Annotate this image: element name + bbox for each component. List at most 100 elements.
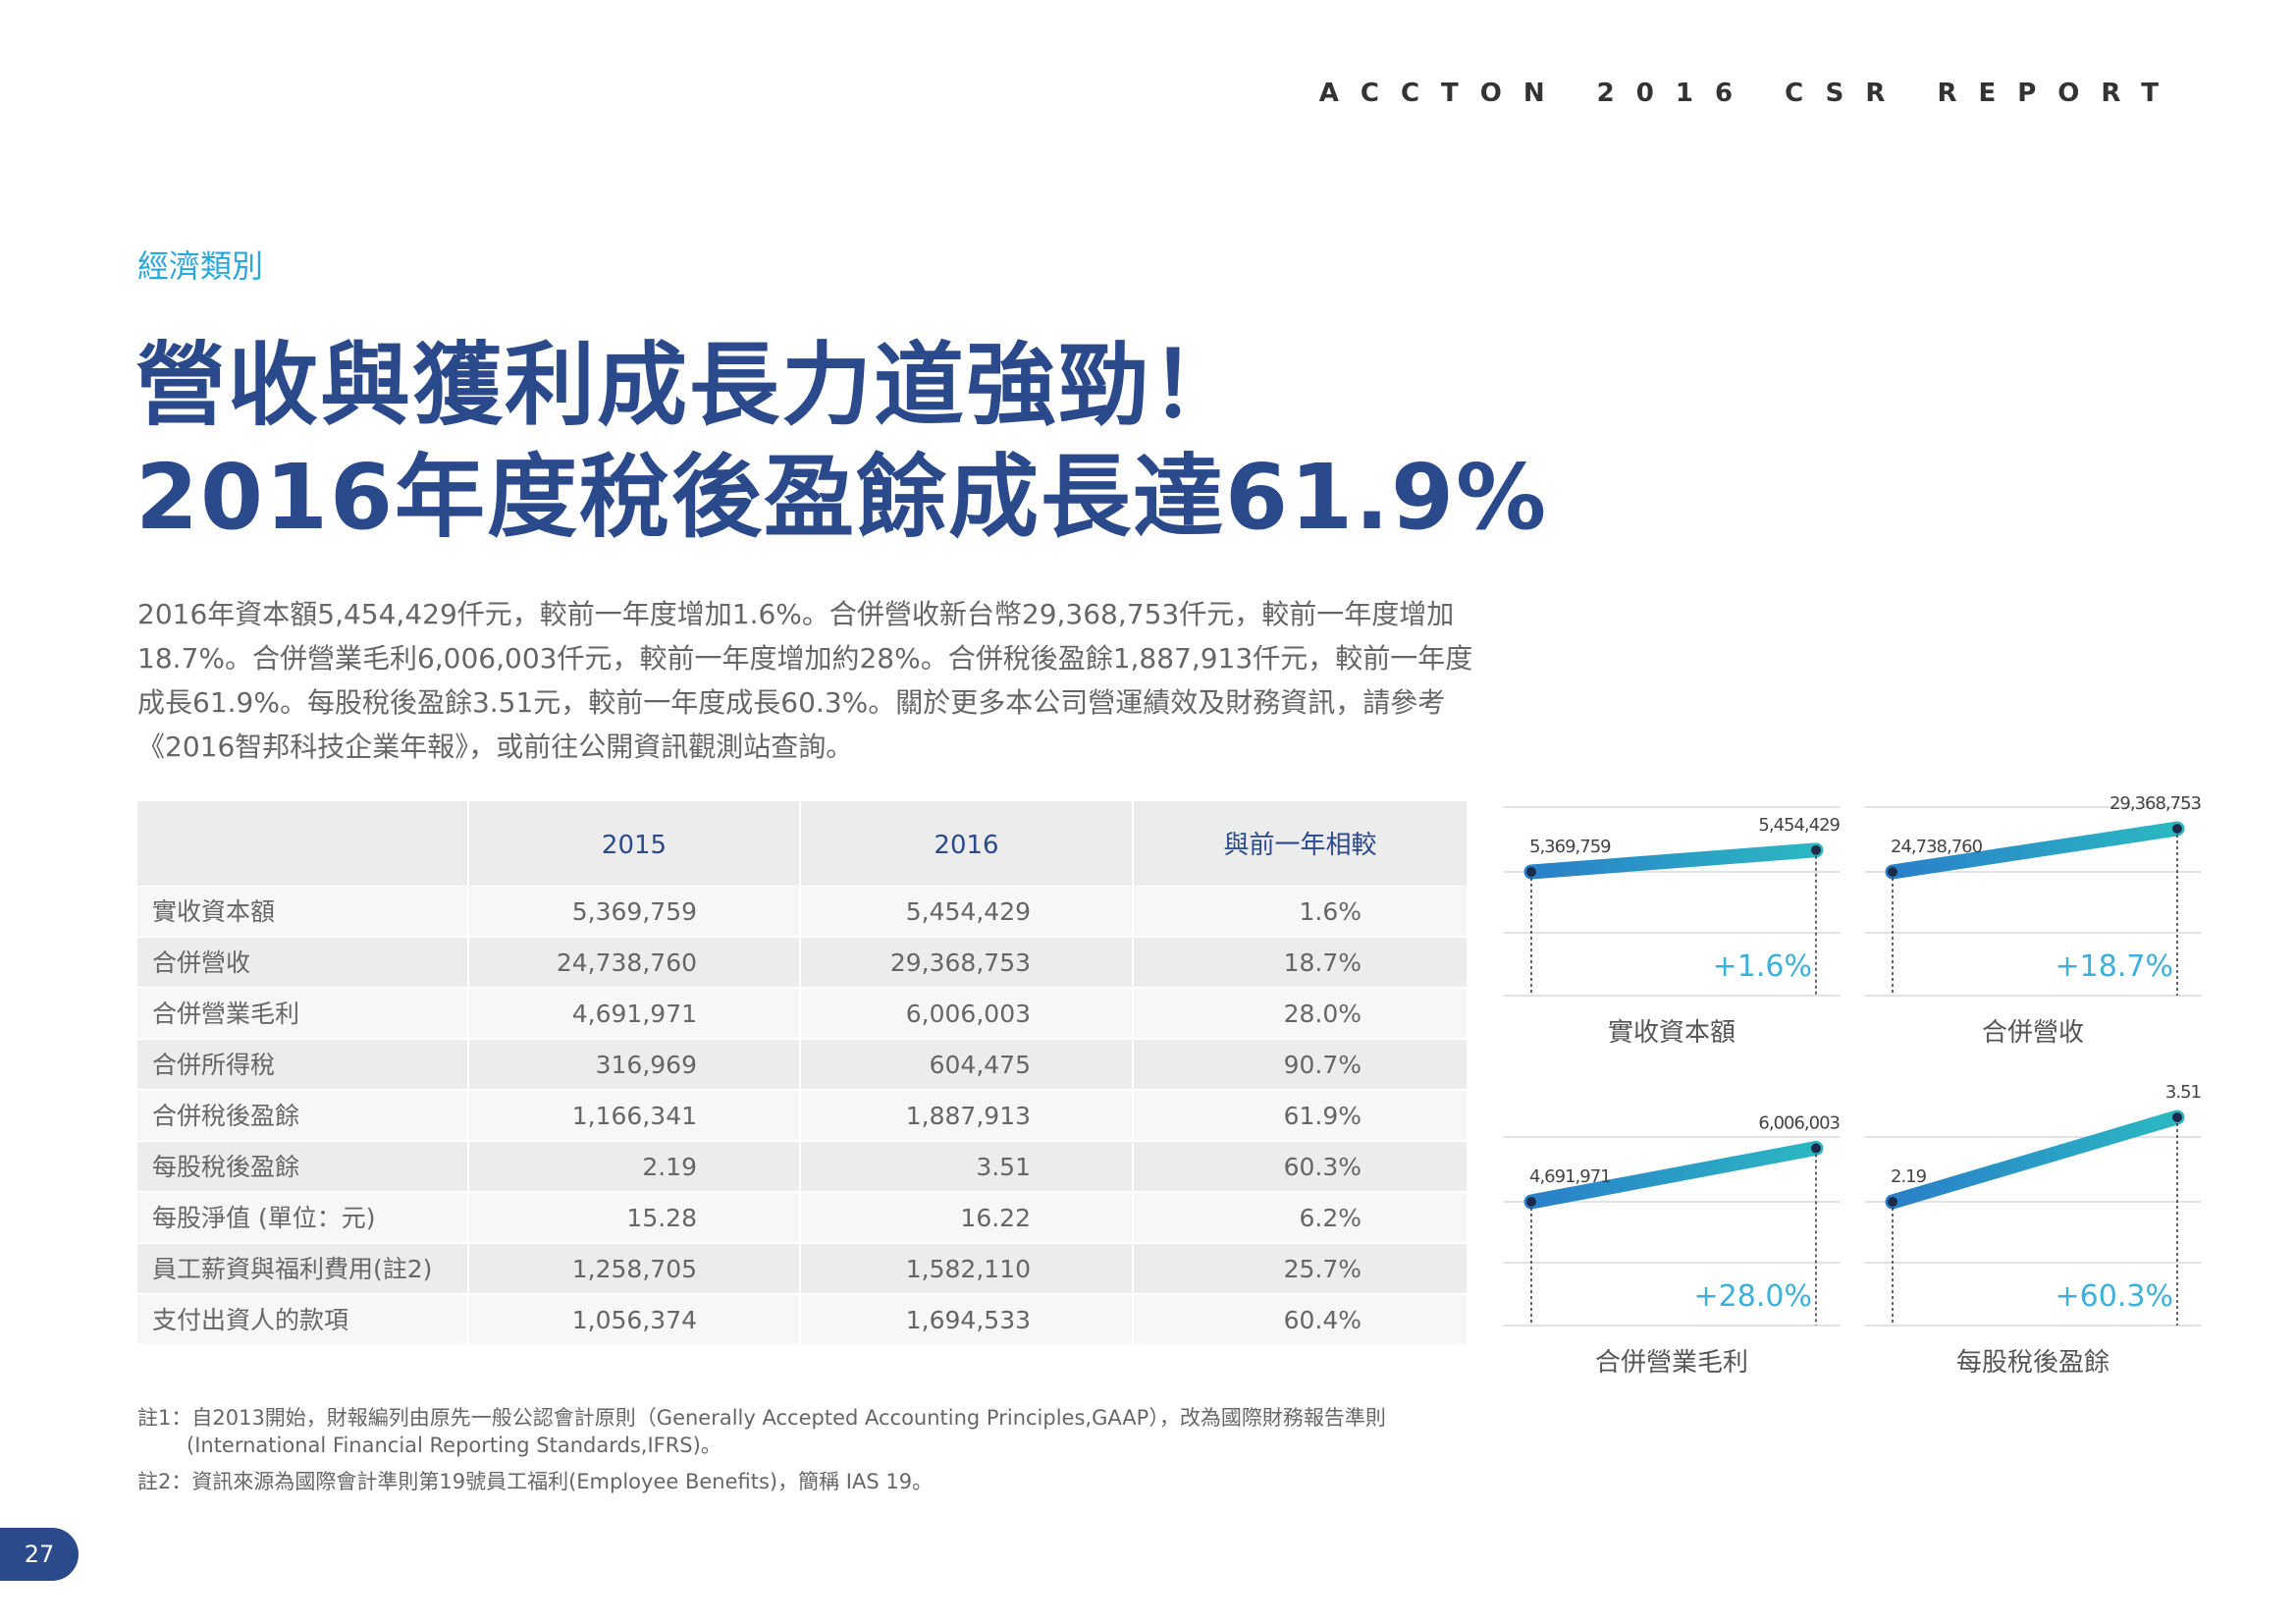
table-cell (801, 1142, 1132, 1191)
table-cell (137, 938, 467, 987)
cell-value: 1,056,374 (572, 1306, 697, 1334)
cell-value: 4,691,971 (572, 1000, 697, 1028)
row-label: 合併營收 (152, 948, 250, 977)
cell-value: 316,969 (596, 1051, 697, 1079)
note: 註1：自2013開始，財報編列由原先一般公認會計原則（Generally Acc… (137, 1406, 1386, 1430)
cell-value: 5,454,429 (906, 897, 1031, 926)
cell-value: 5,369,759 (572, 897, 697, 926)
point (1888, 1197, 1897, 1207)
cell-value: 16.22 (960, 1204, 1031, 1232)
point (2172, 823, 2182, 834)
row-label: 實收資本額 (152, 897, 275, 926)
cell-value: 2.19 (642, 1153, 697, 1181)
header-title: ACCTON 2016 CSR REPORT (1318, 79, 2180, 108)
trend-line (1523, 842, 1824, 880)
title-line: 2016年度稅後盈餘成長達61.9% (135, 445, 1549, 550)
cell-value: 1,166,341 (572, 1102, 697, 1130)
table-cell (469, 989, 799, 1038)
header-cell (801, 801, 1132, 886)
table-cell (801, 1040, 1132, 1089)
table-cell (469, 938, 799, 987)
title-line: 營收與獲利成長力道強勁！ (135, 333, 1244, 438)
cell-value: 60.3% (1284, 1153, 1362, 1181)
cell-value: 1,258,705 (572, 1255, 697, 1283)
value-label: 5,369,759 (1529, 837, 1611, 857)
table-cell (1134, 1244, 1467, 1293)
table-cell (1134, 1091, 1467, 1140)
point (1811, 1143, 1821, 1154)
cell-value: 18.7% (1284, 948, 1362, 977)
row-label: 每股稅後盈餘 (152, 1153, 299, 1181)
note: (International Financial Reporting Stand… (187, 1434, 721, 1457)
table-cell (1134, 1193, 1467, 1242)
chart-caption: 每股稅後盈餘 (1956, 1348, 2109, 1378)
table-cell (137, 1142, 467, 1191)
table-cell (137, 1295, 467, 1344)
table-cell (1134, 989, 1467, 1038)
cell-value: 28.0% (1284, 1000, 1362, 1028)
paragraph-line: 18.7%。合併營業毛利6,006,003仟元，較前一年度增加約28%。合併稅後… (137, 642, 1473, 675)
change-label: +18.7% (2056, 949, 2173, 984)
change-label: +60.3% (2056, 1279, 2173, 1314)
trend-line (1885, 1110, 2185, 1210)
row-label: 員工薪資與福利費用(註2) (152, 1255, 432, 1283)
header-cell (1134, 801, 1467, 886)
chart-caption: 實收資本額 (1608, 1018, 1735, 1048)
table-cell (469, 1040, 799, 1089)
value-label: 24,738,760 (1891, 837, 1983, 857)
value-label: 6,006,003 (1758, 1112, 1840, 1133)
table-cell (137, 1193, 467, 1242)
page-number: 27 (0, 1528, 79, 1581)
row-label: 合併所得稅 (152, 1051, 275, 1079)
table-cell (469, 1193, 799, 1242)
column-header: 2016 (934, 831, 998, 860)
header-cell (137, 801, 467, 886)
row-label: 每股淨值 (單位：元) (152, 1204, 375, 1232)
table-cell (469, 1244, 799, 1293)
value-label: 5,454,429 (1758, 815, 1840, 836)
paragraph-line: 成長61.9%。每股稅後盈餘3.51元，較前一年度成長60.3%。關於更多本公司… (137, 686, 1446, 719)
point (1811, 844, 1821, 855)
table-cell (801, 989, 1132, 1038)
table-cell (469, 887, 799, 936)
column-header: 與前一年相較 (1223, 831, 1376, 860)
change-label: +1.6% (1713, 949, 1812, 984)
cell-value: 15.28 (626, 1204, 697, 1232)
cell-value: 24,738,760 (557, 948, 697, 977)
point (2172, 1111, 2182, 1122)
trend-line (1885, 821, 2185, 880)
cell-value: 61.9% (1284, 1102, 1362, 1130)
value-label: 2.19 (1891, 1166, 1927, 1187)
cell-value: 6.2% (1299, 1204, 1362, 1232)
table-cell (137, 887, 467, 936)
change-label: +28.0% (1694, 1279, 1812, 1314)
table-cell (137, 1244, 467, 1293)
table-cell (469, 1091, 799, 1140)
paragraph-line: 《2016智邦科技企業年報》，或前往公開資訊觀測站查詢。 (137, 731, 854, 763)
row-label: 支付出資人的款項 (152, 1306, 348, 1334)
cell-value: 1,694,533 (906, 1306, 1031, 1334)
trend-line (1523, 1140, 1824, 1210)
value-label: 4,691,971 (1529, 1166, 1611, 1187)
cell-value: 3.51 (976, 1153, 1031, 1181)
cell-value: 1,582,110 (906, 1255, 1031, 1283)
chart-caption: 合併營收 (1982, 1018, 2084, 1048)
cell-value: 90.7% (1284, 1051, 1362, 1079)
table-cell (801, 1295, 1132, 1344)
table-cell (801, 1193, 1132, 1242)
cell-value: 60.4% (1284, 1306, 1362, 1334)
value-label: 3.51 (2165, 1082, 2201, 1103)
table-cell (801, 1244, 1132, 1293)
table-cell (1134, 938, 1467, 987)
section-label: 經濟類別 (137, 247, 264, 285)
cell-value: 1.6% (1299, 897, 1362, 926)
cell-value: 1,887,913 (906, 1102, 1031, 1130)
point (1888, 867, 1897, 877)
table-cell (1134, 1295, 1467, 1344)
row-label: 合併稅後盈餘 (152, 1102, 299, 1130)
cell-value: 6,006,003 (906, 1000, 1031, 1028)
table-cell (801, 887, 1132, 936)
table-cell (1134, 1142, 1467, 1191)
